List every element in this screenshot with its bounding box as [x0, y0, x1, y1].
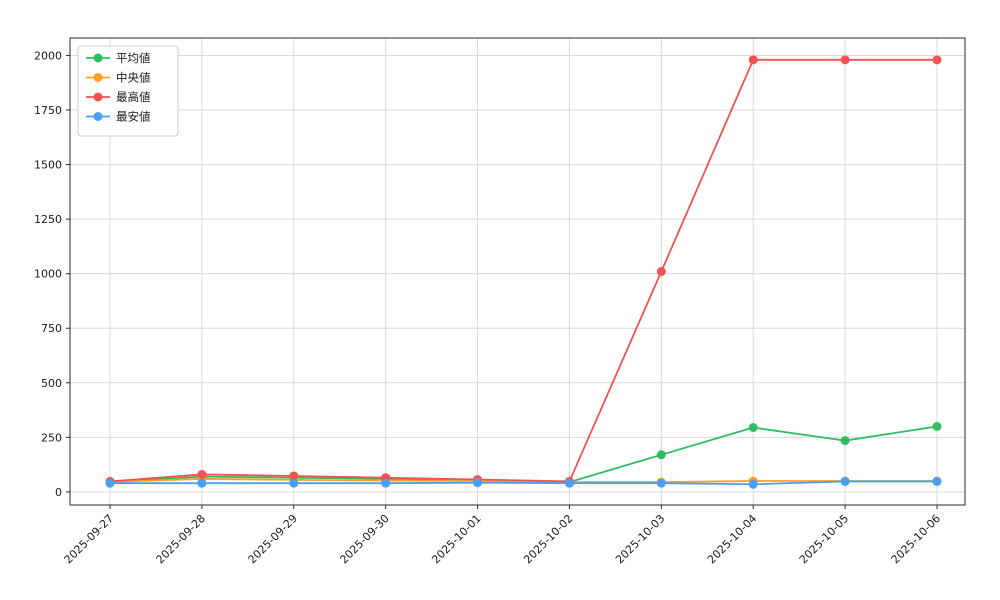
y-tick-label: 0	[55, 486, 62, 499]
series-marker-3	[656, 478, 666, 488]
series-line-2	[109, 58, 937, 483]
series-marker-3	[105, 478, 115, 488]
series-marker-2	[748, 55, 758, 65]
series-marker-3	[748, 479, 758, 489]
y-tick-label: 2000	[34, 49, 62, 62]
series-marker-0	[656, 450, 666, 460]
legend-label-0: 平均値	[116, 51, 151, 65]
series-marker-3	[197, 478, 207, 488]
y-tick-label: 500	[41, 377, 62, 390]
y-tick-label: 750	[41, 322, 62, 335]
series-marker-2	[197, 469, 207, 479]
legend-label-3: 最安値	[116, 110, 151, 124]
legend-marker-0	[93, 53, 103, 63]
series-marker-3	[473, 478, 483, 488]
legend-label-1: 中央値	[116, 71, 151, 85]
y-tick-label: 1500	[34, 159, 62, 172]
series-marker-3	[289, 478, 299, 488]
series-marker-3	[840, 476, 850, 486]
axes-border	[69, 37, 966, 506]
series-line-3	[110, 480, 937, 486]
series-marker-3	[564, 478, 574, 488]
legend-label-2: 最高値	[116, 90, 151, 104]
y-tick-label: 1750	[34, 104, 62, 117]
legend-marker-1	[93, 73, 103, 82]
series-marker-0	[932, 421, 942, 431]
series-marker-2	[932, 55, 942, 65]
y-tick-label: 1000	[34, 268, 62, 281]
legend-marker-3	[93, 112, 103, 121]
series-marker-2	[289, 471, 299, 481]
series-marker-3	[932, 476, 942, 486]
legend-marker-2	[93, 92, 103, 102]
series-marker-2	[840, 55, 850, 65]
series-line-1	[109, 477, 937, 483]
series-marker-0	[840, 436, 850, 446]
series-marker-3	[381, 478, 391, 488]
y-tick-label: 1250	[34, 213, 62, 226]
series-marker-0	[748, 423, 758, 433]
plot-area	[70, 38, 965, 505]
legend-box	[77, 45, 179, 137]
y-tick-label: 250	[41, 431, 62, 444]
series-marker-2	[656, 267, 666, 276]
